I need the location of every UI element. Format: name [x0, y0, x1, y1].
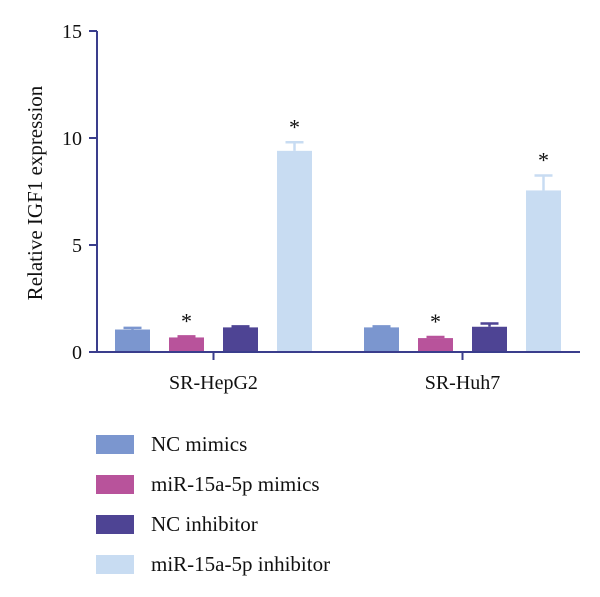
- bar: [223, 327, 258, 352]
- legend-label: NC mimics: [151, 431, 248, 456]
- legend-swatch: [96, 434, 134, 454]
- legend: NC mimics miR-15a-5p mimics NC inhibitor mi…: [96, 424, 330, 584]
- significance-star: *: [430, 309, 441, 334]
- axes: 0 5 10 15 SR-HepG2 SR-Huh7: [62, 21, 580, 394]
- y-tick-label: 15: [62, 21, 82, 43]
- y-tick-label: 0: [72, 342, 82, 364]
- legend-item: NC inhibitor: [96, 504, 330, 544]
- legend-swatch: [96, 554, 134, 574]
- bar: [169, 337, 204, 352]
- bar: [364, 327, 399, 352]
- x-tick-label: SR-HepG2: [169, 372, 258, 394]
- legend-swatch: [96, 474, 134, 494]
- legend-item: NC mimics: [96, 424, 330, 464]
- bars-layer: * * * *: [115, 114, 561, 352]
- bar-chart: Relative IGF1 expression * * * * 0 5 10 15 SR-H…: [23, 21, 580, 394]
- significance-star: *: [289, 114, 300, 139]
- legend-item: miR-15a-5p inhibitor: [96, 544, 330, 584]
- legend-item: miR-15a-5p mimics: [96, 464, 330, 504]
- legend-label: miR-15a-5p mimics: [151, 471, 320, 496]
- legend-swatch: [96, 514, 134, 534]
- bar: [115, 329, 150, 352]
- bar: [526, 190, 561, 352]
- significance-star: *: [538, 147, 549, 172]
- y-tick-label: 5: [72, 235, 82, 257]
- bar: [472, 326, 507, 352]
- legend-label: NC inhibitor: [151, 511, 258, 536]
- bar: [418, 338, 453, 352]
- y-axis-label: Relative IGF1 expression: [23, 85, 47, 300]
- x-tick-label: SR-Huh7: [425, 372, 501, 394]
- legend-label: miR-15a-5p inhibitor: [151, 551, 331, 576]
- significance-star: *: [181, 308, 192, 333]
- bar: [277, 150, 312, 352]
- y-tick-label: 10: [62, 128, 82, 150]
